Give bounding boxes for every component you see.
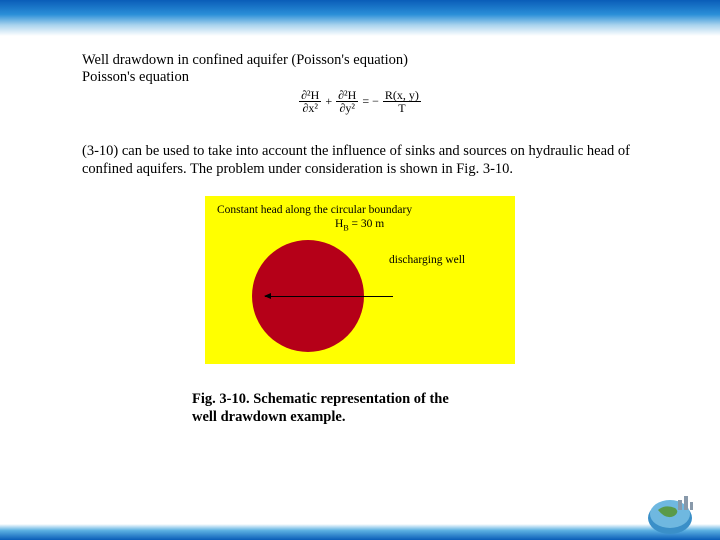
well-label: discharging well [389, 254, 465, 266]
figure-caption: Fig. 3-10. Schematic representation of t… [192, 390, 638, 426]
heading-line2: Poisson's equation [82, 69, 638, 86]
diagram-container: Constant head along the circular boundar… [82, 196, 638, 364]
equation-plus: + [325, 94, 332, 109]
equation-rhs: R(x, y) T [383, 89, 421, 114]
well-diagram: Constant head along the circular boundar… [205, 196, 515, 364]
equation-term2: ∂²H ∂y² [336, 89, 358, 114]
caption-line1: Fig. 3-10. Schematic representation of t… [192, 390, 638, 408]
term1-denominator: ∂x² [299, 102, 321, 114]
arrow-icon [265, 296, 393, 297]
rhs-denominator: T [383, 102, 421, 114]
head-value: = 30 m [352, 218, 385, 230]
head-label: HB = 30 m [335, 218, 384, 232]
top-banner [0, 0, 720, 36]
equation-term1: ∂²H ∂x² [299, 89, 321, 114]
globe-decor-icon [630, 486, 708, 536]
term2-denominator: ∂y² [336, 102, 358, 114]
body-paragraph: (3-10) can be used to take into account … [82, 142, 638, 178]
boundary-label: Constant head along the circular boundar… [217, 204, 412, 216]
slide-content: Well drawdown in confined aquifer (Poiss… [82, 52, 638, 427]
caption-line2: well drawdown example. [192, 408, 638, 426]
equation-equals: = − [362, 94, 379, 109]
heading-line1: Well drawdown in confined aquifer (Poiss… [82, 52, 638, 69]
head-subscript: B [343, 224, 348, 233]
bottom-banner [0, 524, 720, 540]
poisson-equation: ∂²H ∂x² + ∂²H ∂y² = − R(x, y) T [82, 88, 638, 114]
